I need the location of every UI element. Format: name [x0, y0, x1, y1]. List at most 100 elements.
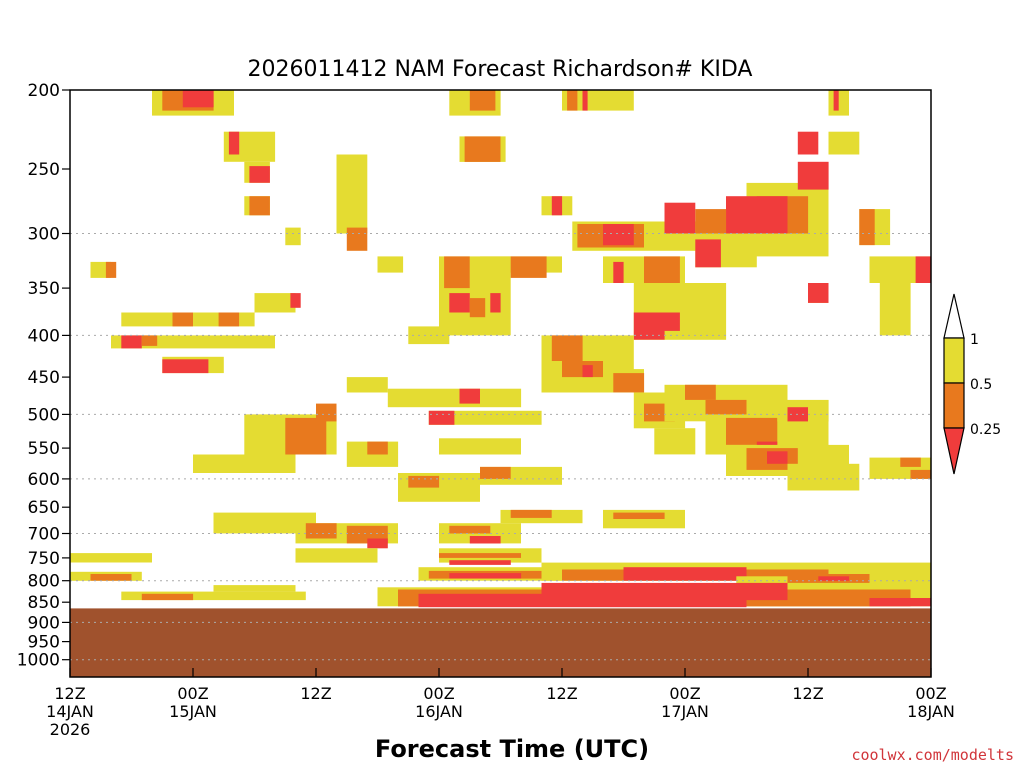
x-tick-label-1-0: 00Z	[177, 684, 208, 703]
ri-region-26	[444, 256, 470, 289]
y-axis: 200 250 300 350 400 450 500 550 600 650 700 750 8008…	[17, 81, 70, 671]
ri-region-72	[387, 388, 522, 408]
y-tick-label-650: 650	[28, 498, 60, 518]
y-tick-label-300: 300	[28, 225, 60, 245]
color-legend: 1 0.5 0.25	[943, 293, 1001, 475]
ri-region-57	[746, 196, 788, 234]
ri-region-145	[541, 582, 788, 601]
ri-region-21	[290, 293, 301, 308]
ri-region-48	[644, 256, 680, 283]
y-tick-label-850: 850	[28, 593, 60, 613]
ri-region-112	[726, 417, 778, 445]
x-tick-label-7-0: 00Z	[915, 684, 946, 703]
legend-orange-swatch	[943, 382, 965, 429]
y-tick-label-200: 200	[28, 81, 60, 101]
ri-region-82	[439, 438, 521, 455]
ri-region-102	[582, 365, 593, 378]
x-tick-label-0-1: 14JAN	[46, 702, 94, 721]
x-tick-label-4-0: 12Z	[546, 684, 577, 703]
y-tick-label-450: 450	[28, 368, 60, 388]
ri-region-127	[141, 593, 194, 601]
ri-region-132	[449, 560, 511, 565]
ri-region-146	[869, 598, 931, 607]
ri-region-109	[685, 384, 716, 400]
terrain-block	[70, 608, 931, 677]
ri-region-10	[90, 261, 111, 278]
ri-region-64	[859, 209, 875, 246]
y-tick-label-600: 600	[28, 470, 60, 490]
ri-region-4	[228, 131, 240, 155]
ri-region-107	[654, 428, 696, 455]
ri-region-96	[510, 509, 552, 518]
ri-region-46	[695, 209, 727, 234]
y-tick-label-400: 400	[28, 326, 60, 346]
ri-region-91	[367, 538, 388, 549]
ri-region-81	[193, 454, 296, 473]
ri-region-68	[808, 283, 829, 303]
ri-region-104	[613, 373, 645, 393]
legend-label-0-5: 0.5	[970, 377, 992, 393]
y-tick-label-900: 900	[28, 613, 60, 633]
ri-region-94	[469, 536, 501, 544]
x-tick-label-3-1: 16JAN	[415, 702, 463, 721]
ri-region-141	[818, 576, 850, 581]
x-tick-label-0-2: 2026	[50, 720, 91, 739]
ri-region-22	[336, 154, 368, 234]
ri-region-44	[664, 202, 696, 234]
ri-region-6	[249, 166, 270, 183]
ri-region-120	[910, 469, 931, 479]
ri-region-93	[449, 525, 491, 534]
ri-region-13	[172, 312, 193, 327]
ri-region-78	[316, 403, 337, 422]
ri-region-37	[567, 90, 578, 111]
ri-region-73	[459, 388, 480, 404]
credit-text: coolwx.com/modelts	[851, 746, 1014, 764]
x-tick-label-6-0: 12Z	[792, 684, 823, 703]
x-tick-label-2-0: 12Z	[300, 684, 331, 703]
x-tick-label-5-1: 17JAN	[661, 702, 709, 721]
ri-region-29	[490, 293, 501, 313]
ri-region-123	[70, 553, 152, 563]
y-tick-label-700: 700	[28, 525, 60, 545]
ri-region-129	[295, 548, 378, 563]
ri-region-77	[285, 417, 327, 455]
ri-region-125	[90, 574, 132, 581]
ri-region-80	[367, 441, 388, 455]
ri-region-89	[305, 523, 337, 539]
ri-region-17	[141, 335, 158, 346]
ri-region-131	[439, 553, 521, 558]
ri-region-38	[582, 90, 588, 111]
y-tick-label-1000: 1000	[17, 651, 60, 671]
ri-region-86	[408, 475, 440, 488]
y-tick-label-750: 750	[28, 549, 60, 569]
legend-label-0-25: 0.25	[970, 422, 1001, 438]
ri-region-126	[121, 591, 306, 601]
terrain-layer	[70, 608, 931, 677]
ri-region-27	[449, 293, 470, 313]
ri-region-100	[551, 335, 583, 361]
y-tick-label-500: 500	[28, 405, 60, 425]
ri-region-20	[254, 293, 296, 313]
ri-region-54	[695, 239, 721, 268]
ri-region-28	[469, 298, 486, 318]
ri-region-70	[408, 326, 450, 345]
ri-region-84	[480, 466, 511, 479]
heatmap-cells	[70, 90, 931, 608]
ri-region-40	[551, 196, 563, 216]
ri-region-62	[797, 131, 819, 155]
legend-yellow-swatch	[943, 337, 965, 384]
legend-label-1: 1	[970, 332, 979, 348]
ri-region-117	[787, 463, 860, 491]
ri-region-33	[469, 90, 496, 111]
ri-region-49	[613, 261, 624, 283]
ri-region-60	[833, 90, 839, 111]
y-tick-label-550: 550	[28, 439, 60, 459]
ri-region-2	[182, 90, 214, 108]
ri-region-66	[915, 256, 931, 283]
y-tick-label-950: 950	[28, 633, 60, 653]
ri-region-119	[900, 457, 921, 467]
ri-region-75	[428, 410, 455, 425]
x-tick-label-3-0: 00Z	[423, 684, 454, 703]
